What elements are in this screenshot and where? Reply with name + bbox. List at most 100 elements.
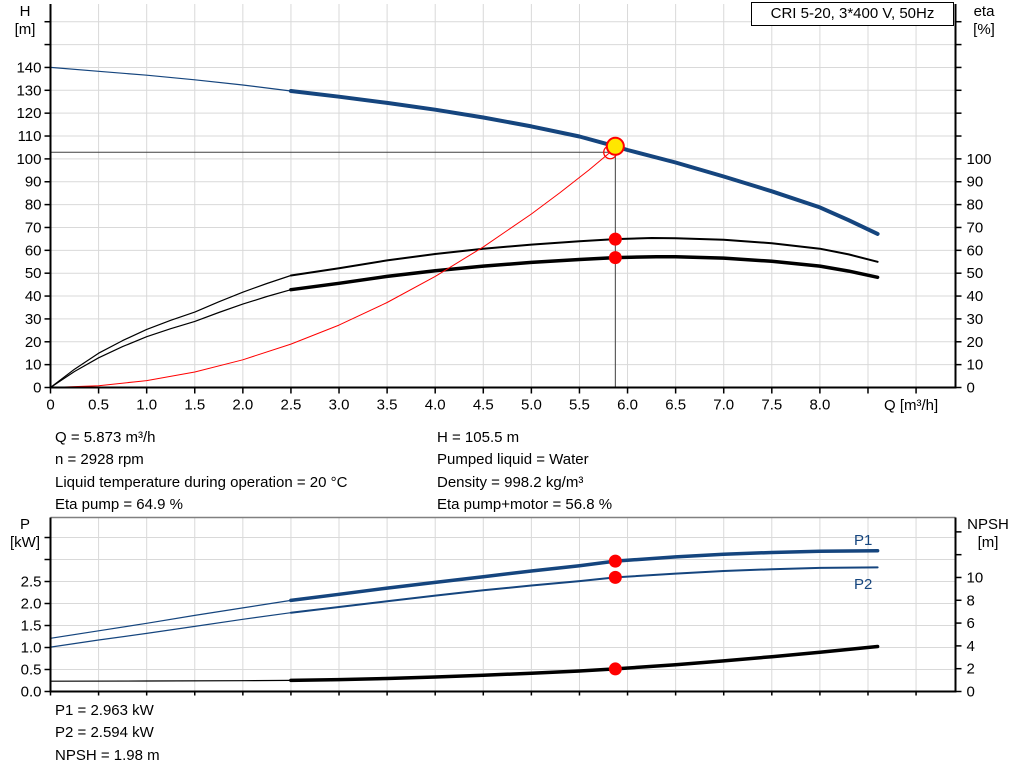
tick-label-left: 1.0 bbox=[21, 640, 42, 657]
tick-label-x: 3.5 bbox=[377, 397, 398, 414]
info-pumped-liquid: Pumped liquid = Water bbox=[437, 451, 589, 469]
tick-label-right: 90 bbox=[967, 174, 984, 191]
tick-label-x: 8.0 bbox=[809, 397, 830, 414]
info-speed: n = 2928 rpm bbox=[55, 451, 144, 469]
info-density: Density = 998.2 kg/m³ bbox=[437, 473, 584, 491]
h-axis-name: H bbox=[19, 3, 31, 20]
eta-pump-duty-marker bbox=[608, 232, 622, 246]
npsh-axis-label: NPSH [m] bbox=[956, 516, 1020, 552]
tick-label-x: 5.5 bbox=[569, 397, 590, 414]
info-eta-pump: Eta pump = 64.9 % bbox=[55, 496, 183, 514]
npsh-axis-unit: [m] bbox=[977, 534, 999, 551]
tick-label-left: 0 bbox=[33, 380, 41, 397]
tick-label-x: 4.0 bbox=[425, 397, 446, 414]
tick-label-x: 0 bbox=[46, 397, 54, 414]
npsh-curve bbox=[289, 644, 880, 683]
tick-label-left: 40 bbox=[25, 288, 42, 305]
eta-pump-motor-extension bbox=[49, 289, 292, 389]
tick-label-left: 0.0 bbox=[21, 684, 42, 701]
p1-duty-marker bbox=[608, 554, 622, 568]
eta-pump-curve bbox=[289, 237, 879, 277]
tick-label-right: 80 bbox=[967, 197, 984, 214]
pump-title-box: CRI 5-20, 3*400 V, 50Hz bbox=[751, 2, 954, 26]
eta-axis-name: eta bbox=[973, 3, 995, 20]
p2-duty-marker bbox=[608, 570, 622, 584]
tick-label-x: 6.0 bbox=[617, 397, 638, 414]
tick-label-x: 0.5 bbox=[88, 397, 109, 414]
info-head: H = 105.5 m bbox=[437, 429, 520, 446]
info-liquid-temp: Liquid temperature during operation = 20… bbox=[55, 473, 348, 491]
tick-label-x: 5.0 bbox=[521, 397, 542, 414]
tick-label-right: 60 bbox=[967, 242, 984, 259]
tick-label-right: 0 bbox=[967, 684, 975, 701]
tick-label-right: 50 bbox=[967, 265, 984, 282]
tick-label-x: 1.5 bbox=[184, 397, 205, 414]
tick-label-left: 130 bbox=[16, 82, 41, 99]
tick-label-left: 80 bbox=[25, 197, 42, 214]
tick-label-left: 2.5 bbox=[21, 574, 42, 591]
tick-label-right: 70 bbox=[967, 219, 984, 236]
tick-label-left: 20 bbox=[25, 334, 42, 351]
tick-label-x: 3.0 bbox=[329, 397, 350, 414]
eta-axis-unit: [%] bbox=[973, 21, 995, 38]
tick-label-left: 50 bbox=[25, 265, 42, 282]
tick-label-x: 7.5 bbox=[761, 397, 782, 414]
tick-label-left: 120 bbox=[16, 105, 41, 122]
info-p2: P2 = 2.594 kW bbox=[55, 724, 154, 742]
p2-extension bbox=[49, 612, 292, 648]
tick-label-right: 6 bbox=[967, 615, 975, 632]
pump-curve bbox=[288, 89, 880, 236]
tick-label-left: 1.5 bbox=[21, 618, 42, 635]
npsh-extension bbox=[49, 679, 292, 682]
q-axis-label: Q [m³/h] bbox=[884, 397, 939, 414]
tick-label-right: 30 bbox=[967, 311, 984, 328]
p-axis-name: P bbox=[19, 516, 30, 533]
info-eta-pump-motor: Eta pump+motor = 56.8 % bbox=[437, 496, 613, 514]
tick-label-left: 2.0 bbox=[21, 596, 42, 613]
tick-label-x: 1.0 bbox=[136, 397, 157, 414]
h-axis-label: H [m] bbox=[2, 3, 48, 39]
tick-label-left: 60 bbox=[25, 242, 42, 259]
p1-extension bbox=[49, 599, 292, 639]
tick-label-x: 2.5 bbox=[281, 397, 302, 414]
p-axis-label: P [kW] bbox=[2, 516, 48, 552]
npsh-axis-name: NPSH bbox=[967, 516, 1009, 533]
p2-curve bbox=[289, 566, 879, 614]
h-axis-unit: [m] bbox=[14, 21, 36, 38]
tick-label-left: 140 bbox=[16, 59, 41, 76]
duty-info-right: H = 105.5 m Pumped liquid = Water Densit… bbox=[437, 427, 612, 517]
tick-label-left: 90 bbox=[25, 174, 42, 191]
tick-label-left: 10 bbox=[25, 357, 42, 374]
info-p1: P1 = 2.963 kW bbox=[55, 702, 154, 719]
tick-label-right: 10 bbox=[967, 357, 984, 374]
tick-label-left: 30 bbox=[25, 311, 42, 328]
tick-label-left: 70 bbox=[25, 219, 42, 236]
eta-pump-extension bbox=[49, 274, 292, 389]
tick-label-left: 0.5 bbox=[21, 662, 42, 679]
duty-point-marker bbox=[605, 136, 625, 156]
eta-pump-motor-duty-marker bbox=[608, 251, 622, 265]
tick-label-right: 0 bbox=[967, 380, 975, 397]
p-axis-unit: [kW] bbox=[10, 534, 40, 551]
series-label-p1: P1 bbox=[854, 532, 872, 549]
tick-label-right: 20 bbox=[967, 334, 984, 351]
system-curve bbox=[50, 145, 616, 388]
tick-label-x: 7.0 bbox=[713, 397, 734, 414]
series-label-p2: P2 bbox=[854, 576, 872, 593]
p1-curve bbox=[289, 548, 880, 603]
tick-label-left: 100 bbox=[16, 151, 41, 168]
tick-label-x: 6.5 bbox=[665, 397, 686, 414]
tick-label-x: 2.0 bbox=[232, 397, 253, 414]
tick-label-right: 8 bbox=[967, 592, 975, 609]
tick-label-left: 110 bbox=[18, 128, 42, 145]
info-npsh: NPSH = 1.98 m bbox=[55, 746, 160, 764]
pump-curve-extension bbox=[49, 66, 292, 92]
npsh-duty-marker bbox=[608, 662, 622, 676]
duty-info-left: Q = 5.873 m³/h n = 2928 rpm Liquid tempe… bbox=[55, 427, 347, 517]
tick-label-right: 100 bbox=[967, 151, 992, 168]
tick-label-right: 4 bbox=[967, 638, 975, 655]
power-info: P1 = 2.963 kW P2 = 2.594 kW NPSH = 1.98 … bbox=[55, 700, 160, 767]
tick-label-right: 40 bbox=[967, 288, 984, 305]
